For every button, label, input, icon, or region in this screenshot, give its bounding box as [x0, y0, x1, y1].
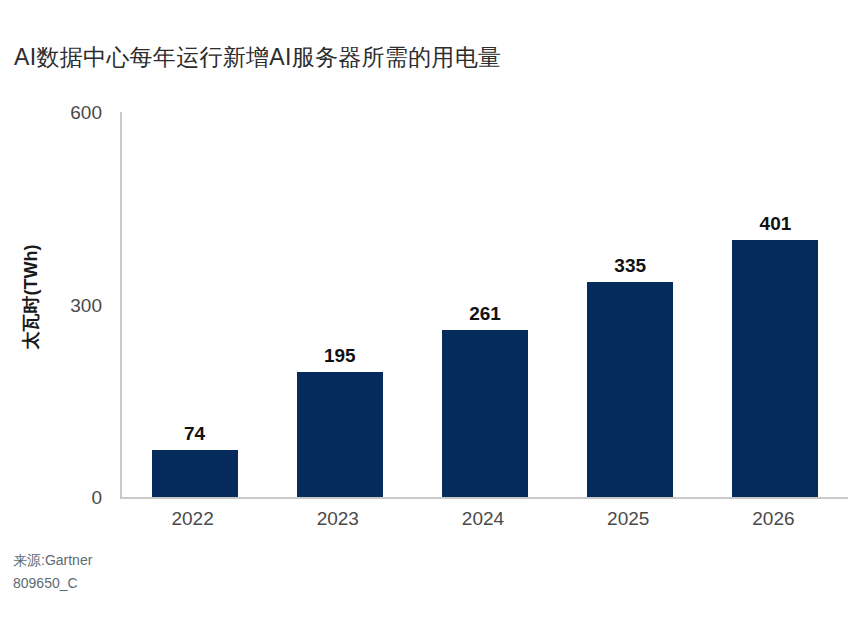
source-note: 来源:Gartner 809650_C	[13, 549, 92, 595]
x-axis-labels: 20222023202420252026	[120, 508, 846, 530]
bar-value-label: 74	[184, 424, 205, 443]
x-axis-tick-label: 2022	[120, 508, 265, 530]
y-axis-ticks: 0300600	[0, 112, 102, 497]
chart-container: AI数据中心每年运行新增AI服务器所需的用电量 太瓦时(TWh) 0300600…	[0, 0, 849, 637]
bar	[297, 372, 383, 497]
source-id: 809650_C	[13, 572, 92, 595]
y-axis-tick-label: 0	[91, 488, 102, 507]
bar-value-label: 335	[614, 256, 646, 275]
x-axis-tick-label: 2026	[701, 508, 846, 530]
y-axis-tick-label: 600	[70, 103, 102, 122]
bar-group: 195	[267, 112, 412, 497]
source-line: 来源:Gartner	[13, 549, 92, 572]
bar	[442, 330, 528, 497]
bars-row: 74 195 261 335 401	[122, 112, 848, 497]
bar-group: 335	[558, 112, 703, 497]
chart-title: AI数据中心每年运行新增AI服务器所需的用电量	[14, 42, 501, 73]
x-axis-tick-label: 2025	[556, 508, 701, 530]
bar-group: 74	[122, 112, 267, 497]
bar-value-label: 261	[469, 304, 501, 323]
x-axis-tick-label: 2024	[410, 508, 555, 530]
bar-group: 261	[412, 112, 557, 497]
y-axis-tick-label: 300	[70, 295, 102, 314]
plot-area: 74 195 261 335 401	[120, 112, 848, 499]
bar	[152, 450, 238, 497]
bar	[587, 282, 673, 497]
bar-value-label: 401	[760, 214, 792, 233]
bar-value-label: 195	[324, 346, 356, 365]
bar	[732, 240, 818, 497]
bar-group: 401	[703, 112, 848, 497]
x-axis-tick-label: 2023	[265, 508, 410, 530]
